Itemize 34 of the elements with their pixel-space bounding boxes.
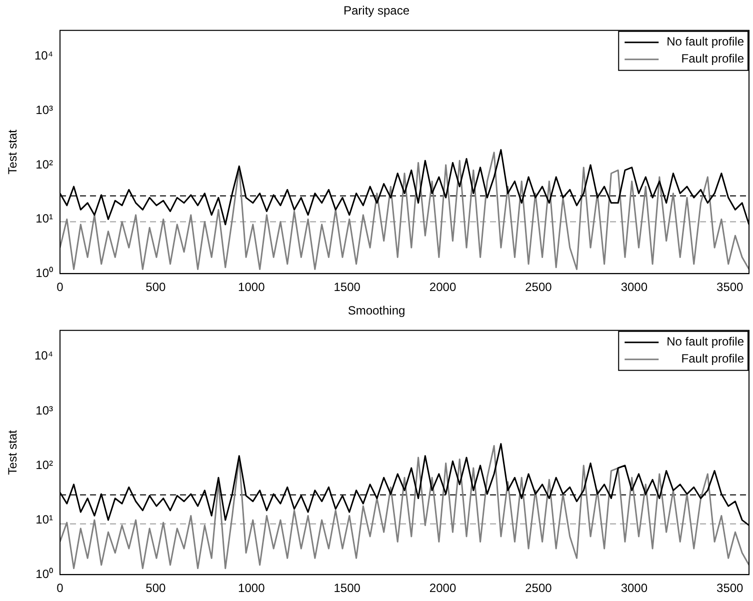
x-tick-label: 0 — [56, 581, 64, 596]
y-axis-title: Test stat — [6, 128, 20, 174]
x-tick-label: 1500 — [334, 280, 361, 294]
y-tick-label: 10⁰ — [36, 266, 53, 280]
chart-title: Smoothing — [348, 304, 406, 318]
x-tick-label: 3000 — [620, 280, 648, 294]
x-tick-label: 2500 — [525, 280, 552, 294]
legend-label: Fault profile — [681, 352, 744, 366]
x-tick-label: 2000 — [429, 581, 456, 596]
x-tick-label: 500 — [146, 581, 166, 596]
y-tick-label: 10⁴ — [34, 48, 53, 63]
x-tick-label: 3500 — [716, 280, 744, 294]
legend-label: No fault profile — [666, 334, 744, 349]
y-tick-label: 10⁴ — [34, 348, 53, 363]
legend-label: No fault profile — [666, 34, 744, 49]
chart-title: Parity space — [343, 4, 410, 18]
y-tick-label: 10⁰ — [36, 566, 53, 581]
y-axis-title: Test stat — [6, 429, 20, 475]
x-tick-label: 1000 — [238, 280, 266, 294]
x-tick-label: 0 — [56, 280, 64, 294]
y-tick-label: 10¹ — [36, 512, 54, 526]
x-tick-label: 500 — [146, 280, 166, 294]
x-tick-label: 3000 — [620, 581, 648, 596]
x-tick-label: 1500 — [334, 581, 361, 596]
y-tick-label: 10² — [36, 458, 54, 472]
x-tick-label: 1000 — [238, 581, 266, 596]
x-tick-label: 3500 — [716, 581, 744, 596]
y-tick-label: 10¹ — [36, 212, 54, 226]
y-tick-label: 10² — [36, 157, 54, 172]
x-tick-label: 2000 — [429, 280, 456, 294]
y-tick-label: 10³ — [36, 102, 54, 117]
x-tick-label: 2500 — [525, 581, 552, 596]
y-tick-label: 10³ — [36, 403, 54, 418]
legend-label: Fault profile — [681, 52, 744, 66]
